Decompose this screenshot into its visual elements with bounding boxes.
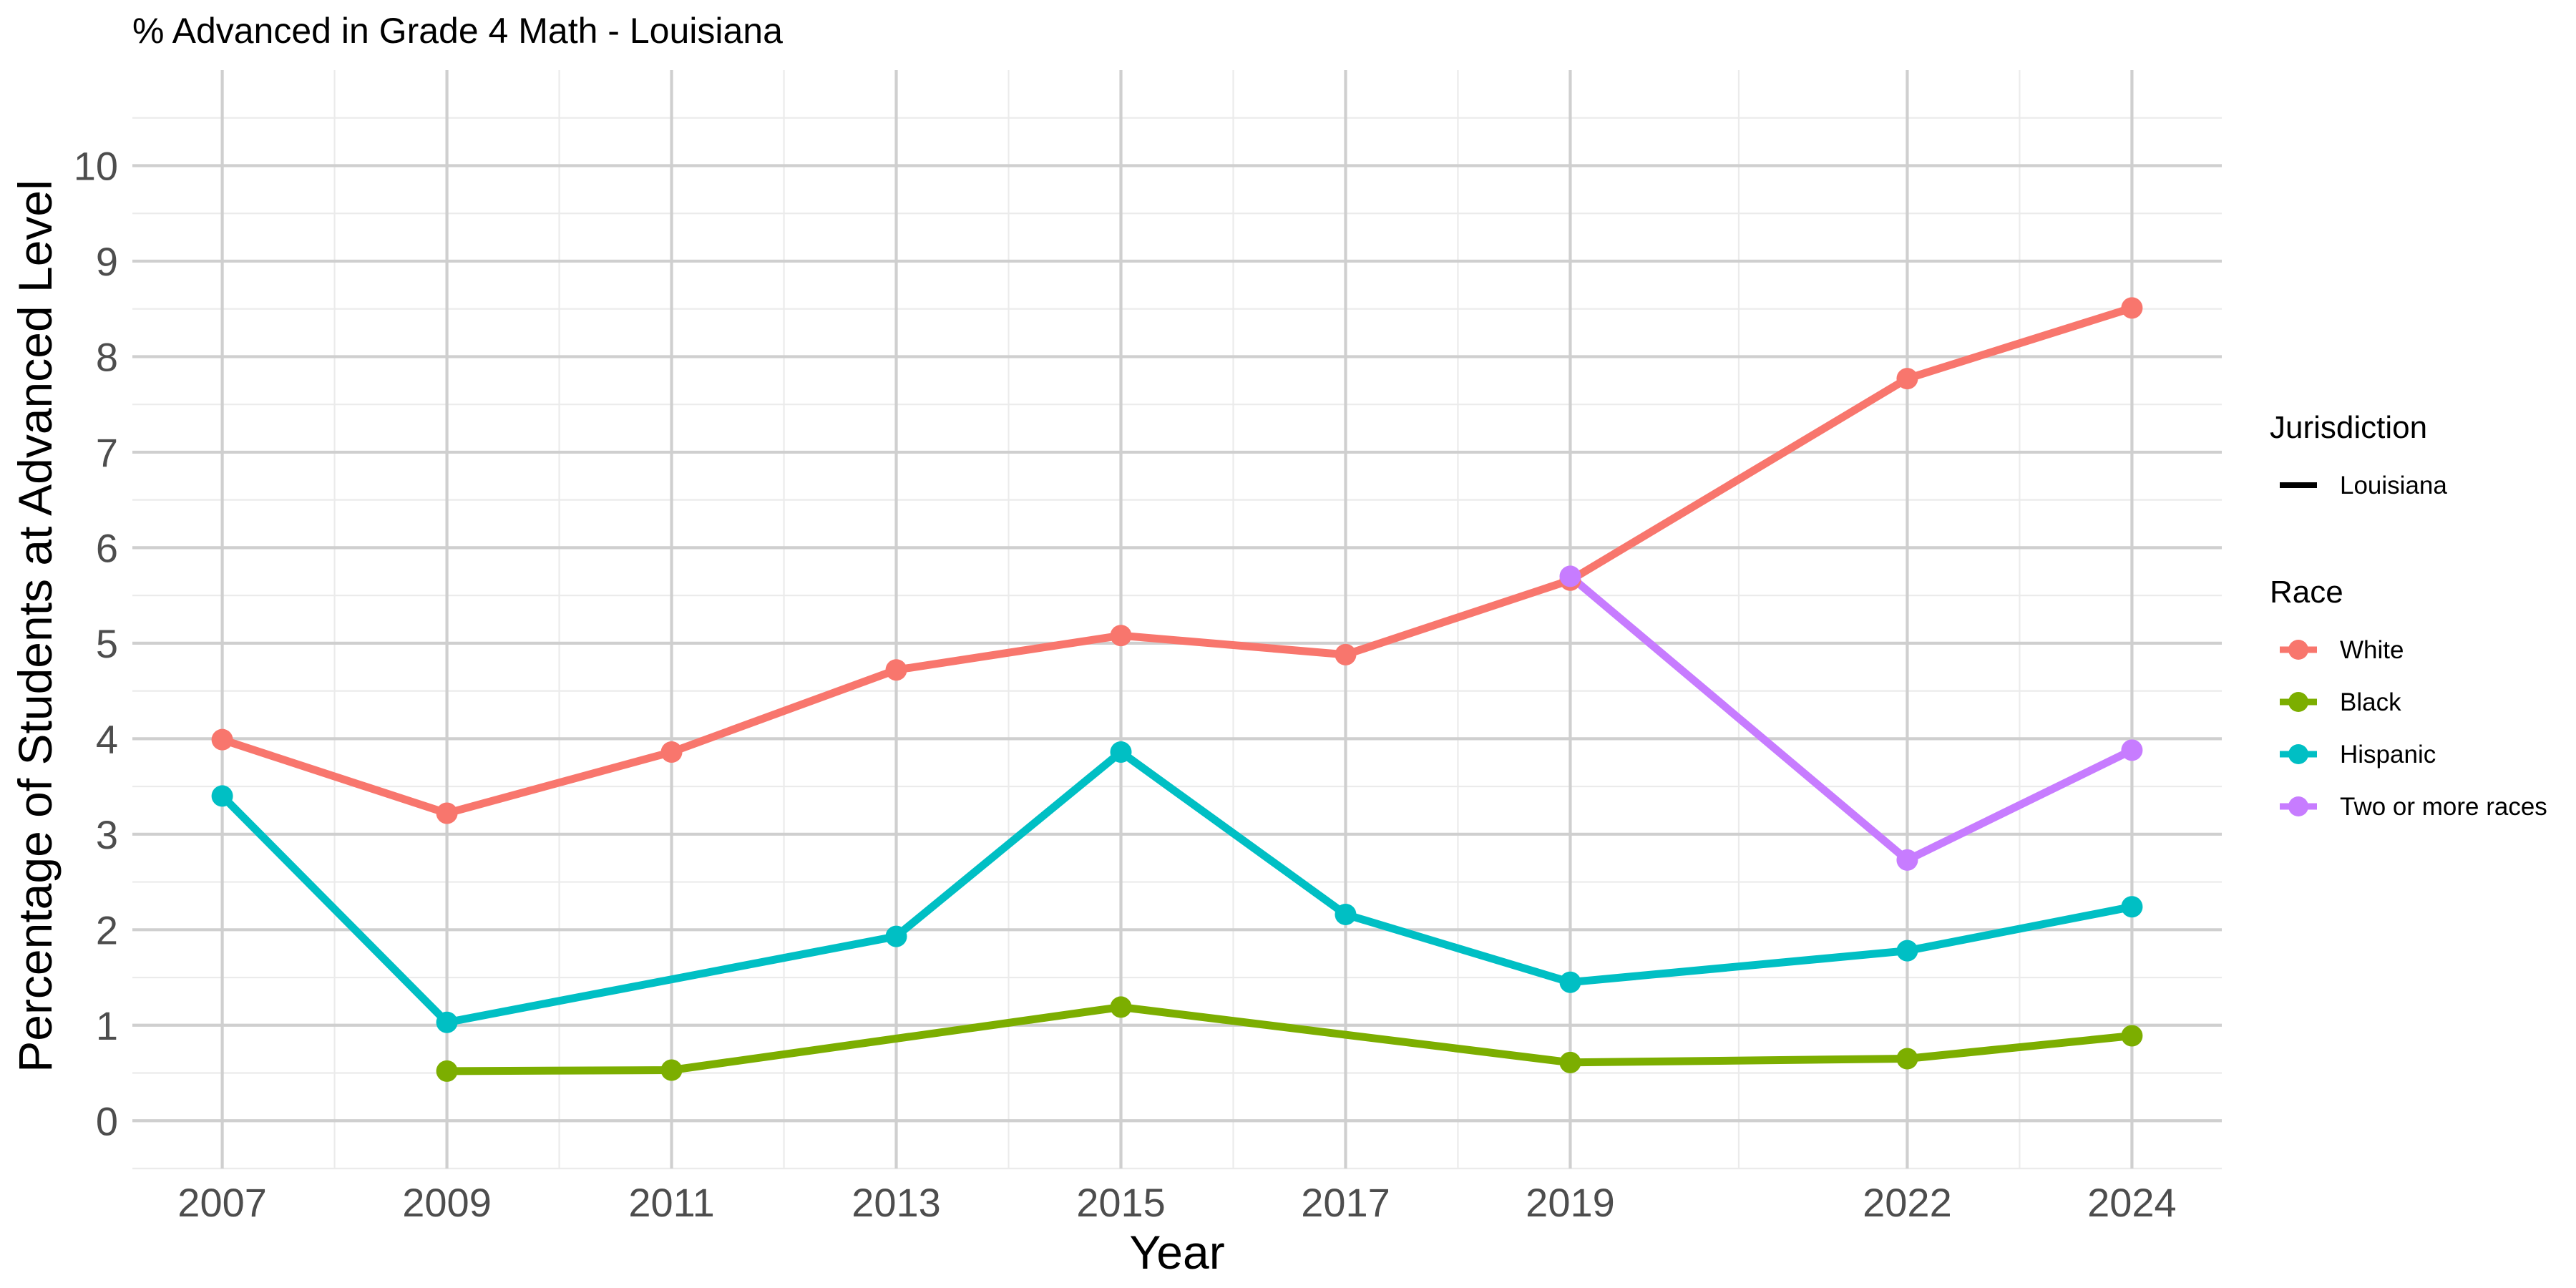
data-point-black [1559,1051,1581,1073]
data-point-black [1896,1048,1918,1070]
data-point-black [436,1060,458,1082]
data-point-hispanic [2121,896,2143,918]
y-tick-label: 10 [74,143,118,188]
legend: Jurisdiction Louisiana Race White Black Hi… [2270,410,2547,821]
data-point-white [1896,368,1918,390]
legend-jurisdiction-label: Louisiana [2340,472,2447,499]
legend-race-title: Race [2270,575,2343,610]
x-axis-title: Year [1129,1226,1224,1279]
y-axis-ticks: 0 1 2 3 4 5 6 7 8 9 10 [74,143,118,1143]
series-line-hispanic [219,748,2133,1027]
y-tick-label: 6 [96,525,118,570]
legend-label-hispanic: Hispanic [2340,741,2436,769]
data-point-hispanic [885,925,907,947]
x-tick-label: 2017 [1301,1180,1390,1225]
data-points [211,297,2143,1082]
grid [132,70,2222,1170]
data-point-white [660,741,683,763]
x-tick-label: 2011 [628,1180,714,1225]
data-point-hispanic [211,785,233,807]
x-tick-label: 2013 [852,1180,941,1225]
legend-key-point-black [2288,692,2308,712]
data-point-white [1110,625,1132,647]
y-tick-label: 2 [96,907,118,952]
x-tick-label: 2007 [177,1180,267,1225]
y-tick-label: 8 [96,334,118,379]
x-tick-label: 2024 [2087,1180,2177,1225]
legend-key-point-two-or-more-races [2288,796,2308,816]
data-point-white [2121,297,2143,319]
legend-key-point-white [2288,640,2308,660]
legend-label-black: Black [2340,688,2401,716]
legend-key-point-hispanic [2288,744,2308,764]
y-tick-label: 4 [96,716,118,761]
data-point-white [211,728,233,751]
data-point-hispanic [436,1011,458,1033]
data-point-two-or-more-races [1896,849,1918,871]
data-point-white [1335,643,1357,665]
y-axis-title: Percentage of Students at Advanced Level [9,180,62,1073]
data-point-hispanic [1896,940,1918,962]
x-tick-label: 2022 [1863,1180,1952,1225]
series-line-black [447,1002,2132,1075]
x-tick-label: 2019 [1526,1180,1615,1225]
data-point-hispanic [1559,971,1581,993]
series-lines [219,304,2134,1075]
data-point-white [885,659,907,681]
data-point-black [2121,1025,2143,1047]
y-tick-label: 9 [96,239,118,284]
data-point-white [436,802,458,824]
data-point-two-or-more-races [2121,739,2143,761]
legend-jurisdiction-title: Jurisdiction [2270,410,2427,445]
data-point-black [1110,996,1132,1018]
y-tick-label: 7 [96,430,118,475]
data-point-hispanic [1335,903,1357,925]
legend-label-white: White [2340,636,2404,664]
data-point-black [660,1059,683,1081]
data-point-hispanic [1110,741,1132,763]
chart-title: % Advanced in Grade 4 Math - Louisiana [132,11,783,51]
x-axis-ticks: 2007 2009 2011 2013 2015 2017 2019 2022 2024 [177,1180,2176,1225]
y-tick-label: 3 [96,812,118,857]
legend-label-two-or-more-races: Two or more races [2340,793,2547,821]
series-line-two-or-more-races [1567,573,2134,864]
x-tick-label: 2015 [1076,1180,1166,1225]
y-tick-label: 0 [96,1098,118,1143]
y-tick-label: 5 [96,621,118,666]
x-tick-label: 2009 [402,1180,492,1225]
y-tick-label: 1 [96,1003,118,1048]
data-point-two-or-more-races [1559,565,1581,587]
